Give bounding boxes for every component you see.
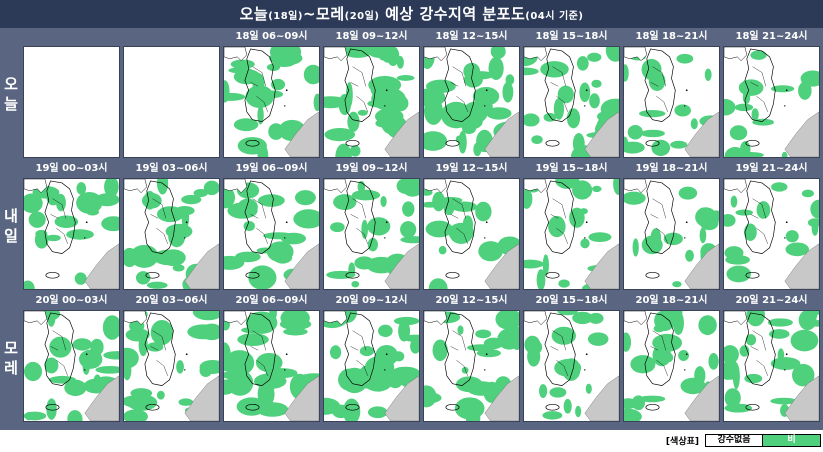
panel-time-label: 19일 12~15시 xyxy=(435,163,508,174)
rain-map xyxy=(723,178,820,290)
panel-time-label: 18일 06~09시 xyxy=(235,31,308,42)
title-basis: (04시 기준) xyxy=(525,11,584,22)
row-label-char: 내 xyxy=(4,206,18,225)
row-label-char: 오 xyxy=(4,74,18,93)
forecast-panel: 18일 12~15시 xyxy=(423,28,520,158)
forecast-panel: 20일 09~12시 xyxy=(323,292,420,422)
forecast-panel: 20일 18~21시 xyxy=(623,292,720,422)
panel-time-label: 20일 09~12시 xyxy=(335,295,408,306)
forecast-panel: 20일 12~15시 xyxy=(423,292,520,422)
panel-time-label: 18일 15~18시 xyxy=(535,31,608,42)
map-title: 오늘(18일)~모레(20일) 예상 강수지역 분포도(04시 기준) xyxy=(0,0,823,28)
forecast-panel: 18일 06~09시 xyxy=(223,28,320,158)
forecast-panel: 18일 15~18시 xyxy=(523,28,620,158)
panel-time-label: 18일 12~15시 xyxy=(435,31,508,42)
rain-map xyxy=(223,178,320,290)
rain-map xyxy=(723,46,820,158)
forecast-panel xyxy=(123,28,220,158)
panel-time-label: 19일 03~06시 xyxy=(135,163,208,174)
rain-map xyxy=(23,310,120,422)
panel-time-label: 19일 09~12시 xyxy=(335,163,408,174)
rain-map xyxy=(523,46,620,158)
panel-time-label: 20일 06~09시 xyxy=(235,295,308,306)
empty-map xyxy=(23,46,120,158)
row-label-char: 레 xyxy=(4,358,18,377)
forecast-panel: 19일 03~06시 xyxy=(123,160,220,290)
panel-time-label: 18일 09~12시 xyxy=(335,31,408,42)
panel-time-label: 19일 21~24시 xyxy=(735,163,808,174)
panel-time-label: 20일 18~21시 xyxy=(635,295,708,306)
rain-map xyxy=(623,178,720,290)
legend-box: 강수없음 비 xyxy=(705,433,821,447)
row-label-char: 일 xyxy=(4,226,18,245)
forecast-panel: 18일 09~12시 xyxy=(323,28,420,158)
forecast-panel: 19일 21~24시 xyxy=(723,160,820,290)
rain-map xyxy=(223,310,320,422)
rain-map xyxy=(523,310,620,422)
rain-map xyxy=(123,310,220,422)
forecast-panel: 20일 03~06시 xyxy=(123,292,220,422)
rain-map xyxy=(623,310,720,422)
rain-map xyxy=(423,310,520,422)
panel-time-label: 18일 21~24시 xyxy=(735,31,808,42)
legend-title: [색상표] xyxy=(665,436,699,447)
rain-map xyxy=(323,310,420,422)
title-dayafter-date: (20일) xyxy=(344,11,380,22)
rain-map xyxy=(423,178,520,290)
rain-map xyxy=(323,178,420,290)
title-today-date: (18일) xyxy=(268,11,303,22)
rain-map xyxy=(323,46,420,158)
panel-time-label: 20일 03~06시 xyxy=(135,295,208,306)
panel-time-label: 20일 00~03시 xyxy=(35,295,108,306)
forecast-panel xyxy=(23,28,120,158)
panel-time-label: 19일 15~18시 xyxy=(535,163,608,174)
rain-map xyxy=(523,178,620,290)
forecast-panel: 20일 21~24시 xyxy=(723,292,820,422)
forecast-panel: 19일 15~18시 xyxy=(523,160,620,290)
forecast-panel: 19일 12~15시 xyxy=(423,160,520,290)
forecast-panel: 18일 21~24시 xyxy=(723,28,820,158)
title-dayafter: 모레 xyxy=(316,5,345,23)
legend-rain: 비 xyxy=(763,434,820,446)
panel-time-label: 19일 06~09시 xyxy=(235,163,308,174)
rain-map xyxy=(423,46,520,158)
title-main: 예상 강수지역 분포도 xyxy=(379,5,526,23)
rain-map xyxy=(123,178,220,290)
panel-time-label: 20일 15~18시 xyxy=(535,295,608,306)
rain-map xyxy=(623,46,720,158)
panel-time-label: 20일 21~24시 xyxy=(735,295,808,306)
rain-map xyxy=(723,310,820,422)
forecast-panel: 20일 06~09시 xyxy=(223,292,320,422)
title-sep: ~ xyxy=(302,5,317,23)
panel-time-label: 20일 12~15시 xyxy=(435,295,508,306)
legend-no-rain: 강수없음 xyxy=(706,434,763,446)
forecast-panel: 19일 00~03시 xyxy=(23,160,120,290)
forecast-panel: 20일 00~03시 xyxy=(23,292,120,422)
panel-time-label xyxy=(23,28,120,46)
panel-time-label: 19일 00~03시 xyxy=(35,163,108,174)
rain-map xyxy=(223,46,320,158)
row-label-char: 모 xyxy=(4,338,18,357)
title-today: 오늘 xyxy=(239,5,269,23)
legend: [색상표] 강수없음 비 xyxy=(666,433,821,447)
empty-map xyxy=(123,46,220,158)
row-label-char: 늘 xyxy=(4,94,18,113)
forecast-panel: 19일 18~21시 xyxy=(623,160,720,290)
forecast-panel: 20일 15~18시 xyxy=(523,292,620,422)
forecast-panel: 19일 06~09시 xyxy=(223,160,320,290)
panel-time-label: 19일 18~21시 xyxy=(635,163,708,174)
panel-time-label: 18일 18~21시 xyxy=(635,31,708,42)
forecast-panel: 18일 18~21시 xyxy=(623,28,720,158)
forecast-panel: 19일 09~12시 xyxy=(323,160,420,290)
panel-time-label xyxy=(123,28,220,46)
rain-map xyxy=(23,178,120,290)
